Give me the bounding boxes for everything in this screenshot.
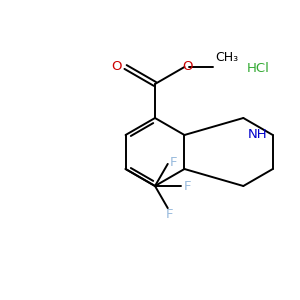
Text: O: O (111, 59, 122, 73)
Text: CH₃: CH₃ (215, 51, 238, 64)
Text: F: F (170, 156, 178, 170)
Text: HCl: HCl (247, 61, 269, 74)
Text: O: O (182, 59, 193, 73)
Text: F: F (184, 179, 191, 193)
Text: F: F (166, 208, 173, 220)
Text: NH: NH (248, 128, 268, 140)
